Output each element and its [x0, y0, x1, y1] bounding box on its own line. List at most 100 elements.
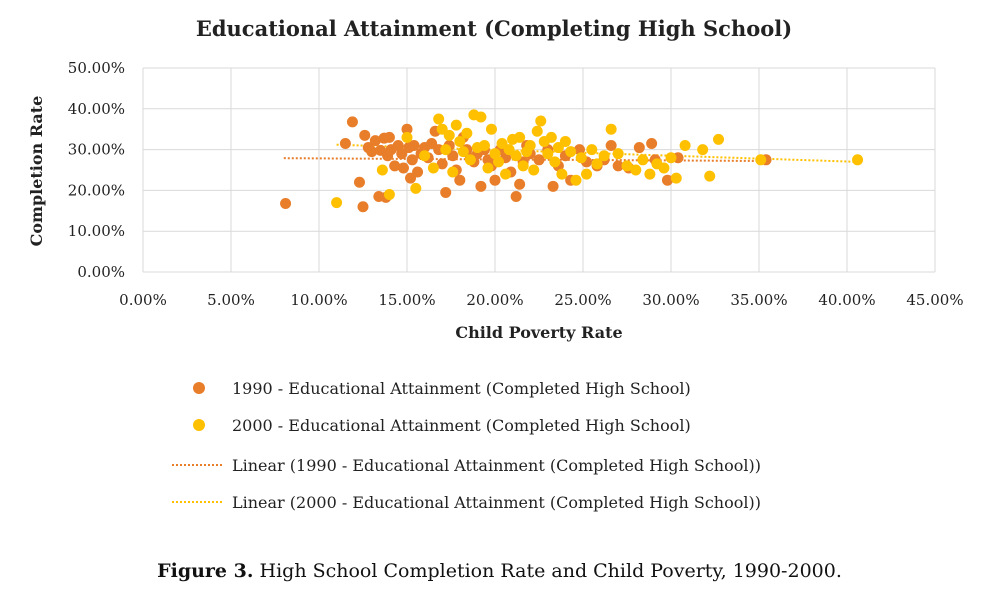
point-1990 — [369, 135, 381, 147]
point-2000 — [461, 127, 473, 139]
point-2000 — [586, 144, 598, 156]
point-2000 — [591, 158, 603, 170]
x-tick-label: 45.00% — [906, 291, 963, 309]
x-tick-label: 5.00% — [207, 291, 255, 309]
point-2000 — [535, 115, 547, 127]
y-tick-label: 10.00% — [68, 222, 125, 240]
point-2000 — [531, 125, 543, 137]
point-2000 — [697, 144, 709, 156]
point-1990 — [280, 197, 292, 209]
point-2000 — [475, 111, 487, 123]
point-2000 — [464, 154, 476, 166]
gridlines — [142, 67, 936, 273]
point-2000 — [517, 160, 529, 172]
point-1990 — [339, 137, 351, 149]
point-1990 — [440, 186, 452, 198]
caption-label: Figure 3. — [157, 560, 254, 582]
point-1990 — [353, 176, 365, 188]
x-tick-label: 0.00% — [119, 291, 167, 309]
point-2000 — [581, 168, 593, 180]
point-2000 — [559, 135, 571, 147]
point-1990 — [366, 146, 378, 158]
point-2000 — [410, 182, 422, 194]
x-tick-label: 15.00% — [378, 291, 435, 309]
point-2000 — [514, 131, 526, 143]
point-2000 — [454, 135, 466, 147]
tick-labels: 0.00% 5.00% 10.00% 15.00% 20.00% 25.00% 30.00%… — [68, 59, 964, 309]
point-2000 — [644, 168, 656, 180]
legend-entry: 1990 - Educational Attainment (Completed… — [232, 379, 691, 398]
point-2000 — [665, 152, 677, 164]
point-2000 — [485, 123, 497, 135]
point-2000 — [493, 156, 505, 168]
y-tick-label: 0.00% — [77, 263, 125, 281]
point-2000 — [482, 162, 494, 174]
y-tick-label: 40.00% — [68, 100, 125, 118]
point-2000 — [679, 140, 691, 152]
point-1990 — [401, 123, 413, 135]
point-2000 — [598, 150, 610, 162]
legend-marker — [193, 382, 205, 394]
x-tick-label: 30.00% — [642, 291, 699, 309]
point-1990 — [406, 154, 418, 166]
point-2000 — [542, 148, 554, 160]
point-2000 — [457, 146, 469, 158]
point-2000 — [670, 172, 682, 184]
point-2000 — [440, 144, 452, 156]
point-1990 — [357, 201, 369, 213]
caption-text: High School Completion Rate and Child Po… — [253, 560, 842, 582]
data-points — [280, 109, 864, 213]
point-2000 — [510, 150, 522, 162]
trendlines — [283, 143, 858, 163]
point-1990 — [514, 178, 526, 190]
point-1990 — [408, 140, 420, 152]
point-2000 — [704, 170, 716, 182]
point-1990 — [489, 174, 501, 186]
point-1990 — [661, 174, 673, 186]
point-2000 — [427, 162, 439, 174]
point-1990 — [612, 160, 624, 172]
point-2000 — [383, 188, 395, 200]
y-tick-label: 20.00% — [68, 181, 125, 199]
point-1990 — [646, 137, 658, 149]
point-1990 — [454, 174, 466, 186]
point-2000 — [713, 133, 725, 145]
point-2000 — [556, 168, 568, 180]
point-2000 — [500, 168, 512, 180]
legend-entry: Linear (2000 - Educational Attainment (C… — [232, 493, 761, 512]
point-2000 — [401, 131, 413, 143]
point-2000 — [478, 140, 490, 152]
chart-title: Educational Attainment (Completing High … — [196, 16, 792, 41]
point-2000 — [450, 119, 462, 131]
point-2000 — [433, 113, 445, 125]
point-2000 — [447, 166, 459, 178]
point-1990 — [436, 158, 448, 170]
point-1990 — [633, 142, 645, 154]
point-2000 — [575, 152, 587, 164]
x-tick-label: 35.00% — [730, 291, 787, 309]
point-2000 — [524, 140, 536, 152]
y-axis-label: Completion Rate — [27, 96, 46, 247]
point-2000 — [755, 154, 767, 166]
x-tick-label: 20.00% — [466, 291, 523, 309]
y-tick-label: 50.00% — [68, 59, 125, 77]
point-1990 — [510, 191, 522, 203]
point-2000 — [331, 197, 343, 209]
point-2000 — [419, 150, 431, 162]
y-tick-label: 30.00% — [68, 141, 125, 159]
point-1990 — [533, 154, 545, 166]
point-2000 — [612, 148, 624, 160]
point-2000 — [443, 129, 455, 141]
trendline — [336, 143, 858, 163]
legend-marker — [193, 419, 205, 431]
x-tick-label: 10.00% — [290, 291, 347, 309]
point-1990 — [383, 131, 395, 143]
point-2000 — [637, 154, 649, 166]
point-1990 — [547, 180, 559, 192]
trendline — [283, 157, 768, 163]
legend-entry: 2000 - Educational Attainment (Completed… — [232, 416, 691, 435]
point-2000 — [545, 131, 557, 143]
point-2000 — [658, 162, 670, 174]
legend: 1990 - Educational Attainment (Completed… — [172, 379, 761, 512]
